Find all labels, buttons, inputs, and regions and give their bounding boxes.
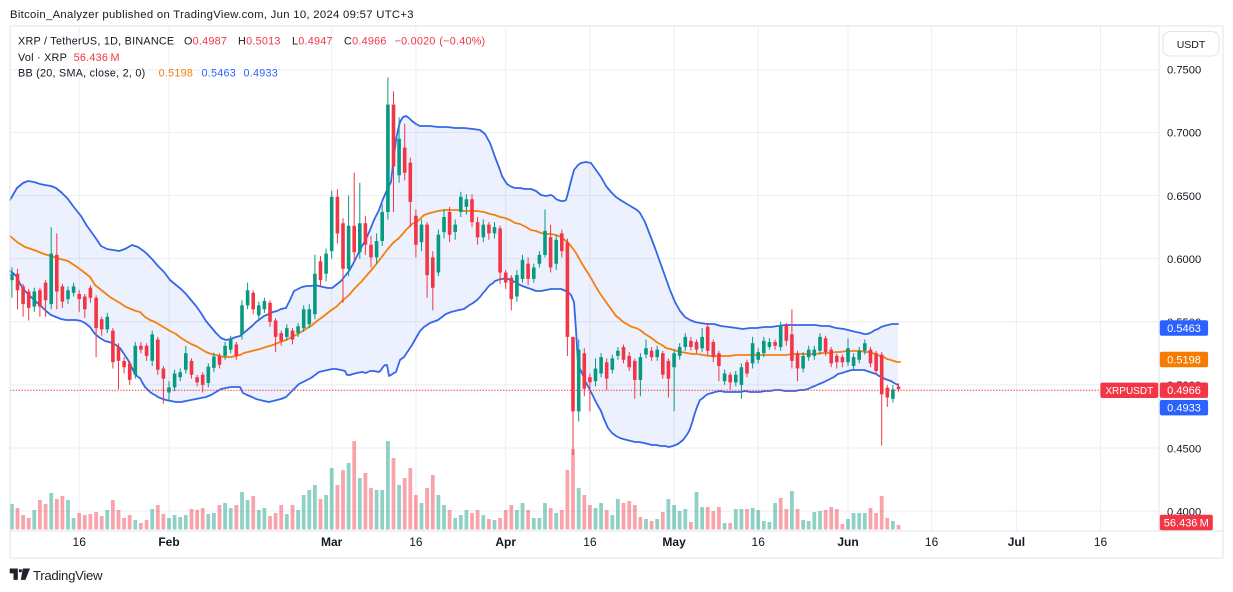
svg-text:56.436 M: 56.436 M: [1164, 518, 1209, 530]
svg-text:TradingView: TradingView: [33, 568, 103, 583]
svg-text:0.7000: 0.7000: [1167, 128, 1201, 140]
svg-text:16: 16: [925, 535, 939, 549]
svg-text:0.5463: 0.5463: [1167, 323, 1201, 335]
svg-text:0.5198: 0.5198: [1167, 355, 1201, 367]
svg-text:BB (20, SMA, close, 2, 0)0.519: BB (20, SMA, close, 2, 0) 0.5198 0.5463 0.4…: [18, 68, 278, 80]
svg-text:Feb: Feb: [158, 535, 179, 549]
svg-text:0.7500: 0.7500: [1167, 65, 1201, 77]
svg-text:Jun: Jun: [837, 535, 858, 549]
svg-text:Mar: Mar: [321, 535, 343, 549]
svg-text:16: 16: [583, 535, 597, 549]
svg-text:16: 16: [409, 535, 423, 549]
svg-text:0.4500: 0.4500: [1167, 443, 1201, 455]
svg-text:16: 16: [73, 535, 87, 549]
svg-text:0.6500: 0.6500: [1167, 191, 1201, 203]
svg-text:16: 16: [1094, 535, 1108, 549]
svg-text:0.4966: 0.4966: [1167, 385, 1201, 397]
svg-text:Jul: Jul: [1008, 535, 1025, 549]
svg-text:16: 16: [752, 535, 766, 549]
svg-text:Bitcoin_Analyzer published on: Bitcoin_Analyzer published on TradingVie…: [10, 9, 414, 21]
svg-text:May: May: [662, 535, 686, 549]
svg-text:0.6000: 0.6000: [1167, 254, 1201, 266]
svg-text:Apr: Apr: [495, 535, 516, 549]
svg-text:XRPUSDT: XRPUSDT: [1105, 386, 1153, 397]
svg-text:USDT: USDT: [1177, 39, 1206, 51]
svg-text:0.4933: 0.4933: [1167, 403, 1201, 415]
